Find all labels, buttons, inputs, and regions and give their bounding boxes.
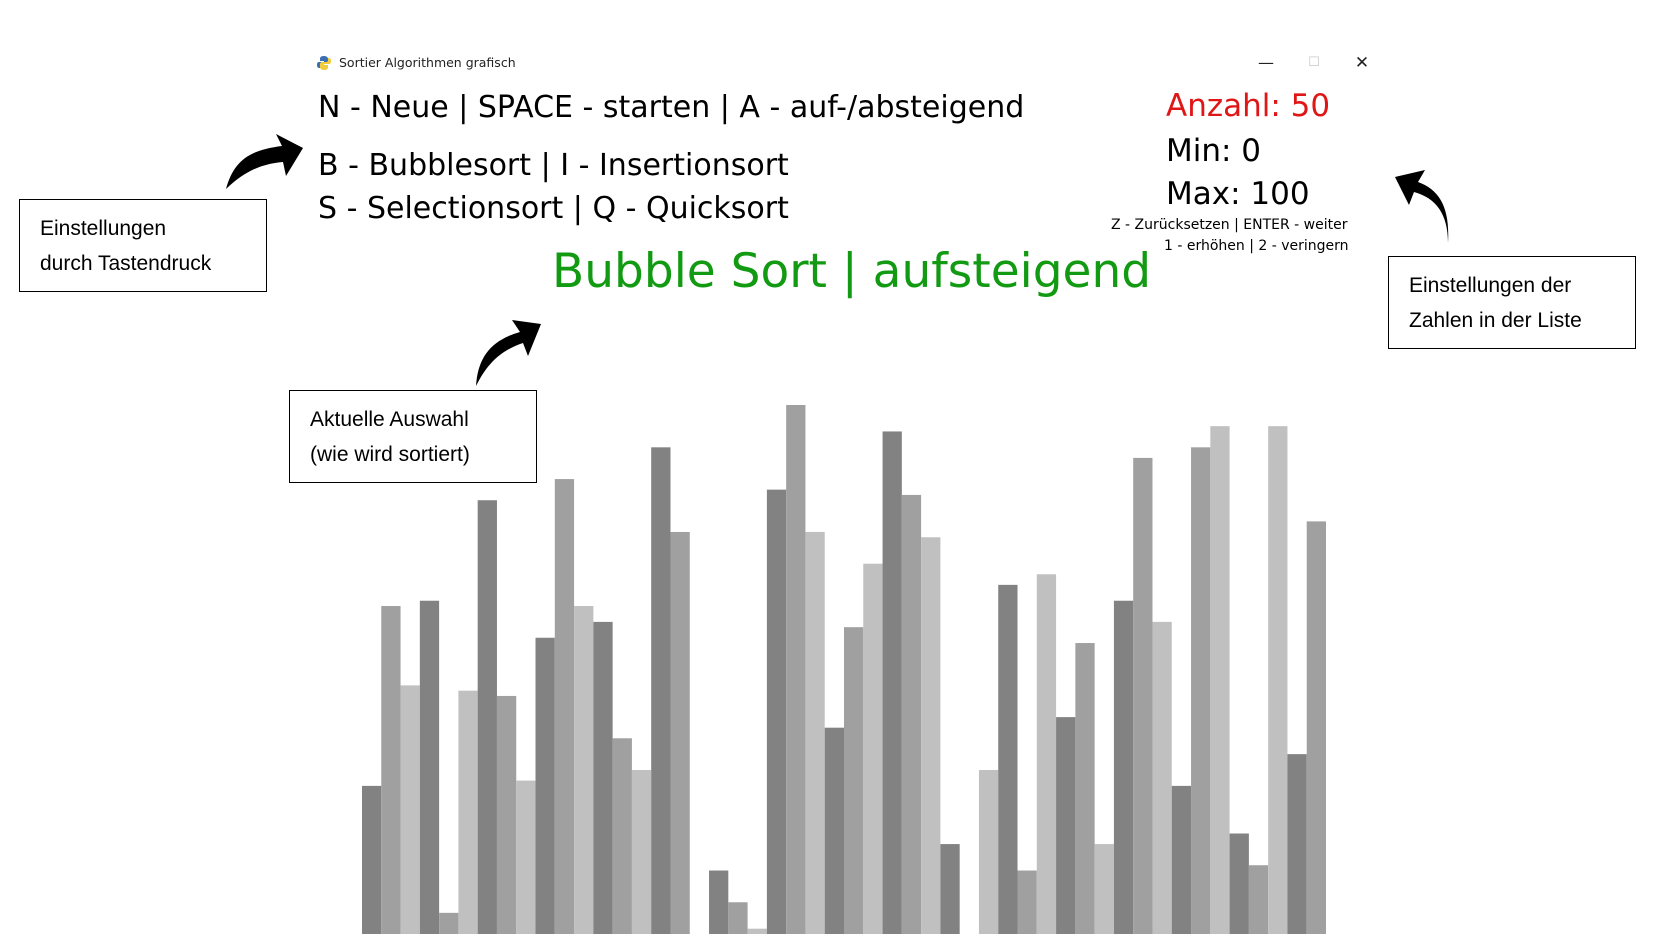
bar-9 (535, 637, 555, 934)
callout-current-selection: Aktuelle Auswahl (wie wird sortiert) (289, 390, 537, 483)
bar-8 (516, 780, 536, 934)
key-hint-line-1: N - Neue | SPACE - starten | A - auf-/ab… (318, 90, 1025, 125)
current-selection-label: Bubble Sort | aufsteigend (552, 244, 1152, 299)
reset-hint: Z - Zurücksetzen | ENTER - weiter (1111, 217, 1348, 233)
bar-16 (670, 531, 690, 934)
max-label: Max: 100 (1166, 176, 1310, 212)
bar-3 (419, 600, 440, 934)
bar-14 (631, 770, 652, 934)
bar-43 (1191, 447, 1211, 934)
bar-11 (574, 606, 594, 934)
bar-29 (921, 537, 941, 934)
bar-22 (786, 405, 806, 934)
bar-42 (1171, 785, 1192, 934)
callout-number-settings-line-1: Einstellungen der (1409, 274, 1572, 297)
bar-48 (1287, 754, 1307, 934)
bar-5 (458, 690, 478, 934)
bar-44 (1210, 426, 1230, 934)
bar-12 (593, 621, 613, 934)
bar-33 (998, 584, 1018, 934)
bar-24 (824, 727, 844, 934)
bar-39 (1113, 600, 1134, 934)
key-hint-line-2: B - Bubblesort | I - Insertionsort (318, 148, 789, 183)
bar-20 (747, 928, 767, 934)
bar-32 (978, 770, 999, 934)
bar-10 (554, 479, 575, 934)
callout-number-settings-line-2: Zahlen in der Liste (1409, 309, 1582, 332)
bar-37 (1075, 643, 1095, 934)
bar-30 (940, 844, 960, 934)
close-button[interactable]: ✕ (1354, 53, 1370, 73)
bar-47 (1268, 426, 1288, 934)
bar-28 (901, 494, 922, 934)
bar-36 (1056, 717, 1076, 934)
bar-49 (1306, 521, 1326, 934)
bar-7 (496, 695, 517, 934)
bar-6 (477, 500, 497, 934)
callout-key-settings: Einstellungen durch Tastendruck (19, 199, 267, 292)
bar-35 (1036, 574, 1057, 934)
key-hint-line-3: S - Selectionsort | Q - Quicksort (318, 191, 789, 226)
python-icon (317, 56, 331, 70)
bar-38 (1094, 844, 1114, 934)
callout-key-settings-line-1: Einstellungen (40, 217, 167, 240)
callout-key-settings-line-2: durch Tastendruck (40, 252, 212, 275)
title-bar: Sortier Algorithmen grafisch — ☐ ✕ (316, 50, 1376, 76)
bar-19 (728, 902, 748, 934)
bar-0 (362, 785, 382, 934)
bar-21 (766, 489, 787, 934)
bar-40 (1133, 457, 1153, 934)
minimize-button[interactable]: — (1258, 53, 1274, 72)
callout-number-settings: Einstellungen der Zahlen in der Liste (1388, 256, 1636, 349)
adjust-hint: 1 - erhöhen | 2 - veringern (1164, 238, 1349, 254)
bar-4 (439, 912, 459, 934)
min-label: Min: 0 (1166, 133, 1262, 169)
bar-45 (1229, 833, 1249, 934)
bar-18 (709, 870, 729, 934)
bar-34 (1017, 870, 1037, 934)
bar-23 (805, 531, 825, 934)
bar-2 (400, 685, 420, 934)
callout-current-selection-line-2: (wie wird sortiert) (310, 443, 470, 466)
bar-46 (1248, 865, 1269, 934)
bar-13 (612, 738, 632, 934)
bar-1 (381, 606, 401, 934)
maximize-button[interactable]: ☐ (1308, 55, 1320, 70)
bar-27 (882, 431, 902, 934)
count-label: Anzahl: 50 (1166, 88, 1331, 124)
bar-15 (651, 447, 671, 934)
bar-41 (1152, 621, 1172, 934)
callout-current-selection-line-1: Aktuelle Auswahl (310, 408, 469, 431)
bar-25 (844, 627, 864, 934)
bar-26 (863, 563, 883, 934)
window-title: Sortier Algorithmen grafisch (339, 55, 516, 70)
